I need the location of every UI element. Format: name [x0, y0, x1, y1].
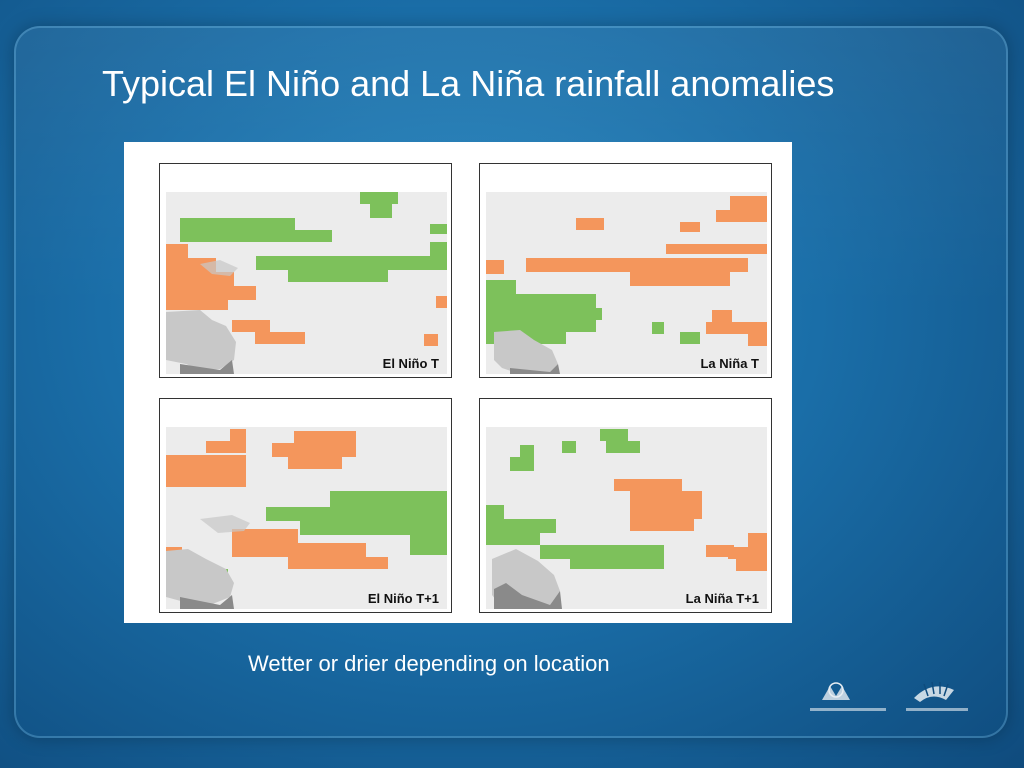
australian-government-crest-icon	[808, 676, 888, 718]
slide-caption: Wetter or drier depending on location	[248, 651, 610, 676]
map-la-nina-t: La Niña T	[479, 163, 772, 378]
map-la-nina-t-grid	[486, 192, 767, 374]
bureau-of-meteorology-logo-icon	[902, 676, 972, 718]
map-la-nina-t1: La Niña T+1	[479, 398, 772, 613]
map-el-nino-t-grid	[166, 192, 447, 374]
map-label: El Niño T	[382, 356, 439, 371]
map-label: El Niño T+1	[367, 591, 439, 606]
map-label: La Niña T	[700, 356, 759, 371]
rainfall-anomaly-figure: El Niño T	[124, 142, 792, 623]
map-el-nino-t: El Niño T	[159, 163, 452, 378]
map-el-nino-t1-grid	[166, 427, 447, 609]
map-label: La Niña T+1	[685, 591, 759, 606]
map-el-nino-t1: El Niño T+1	[159, 398, 452, 613]
map-la-nina-t1-grid	[486, 427, 767, 609]
slide-title: Typical El Niño and La Niña rainfall ano…	[102, 63, 835, 104]
